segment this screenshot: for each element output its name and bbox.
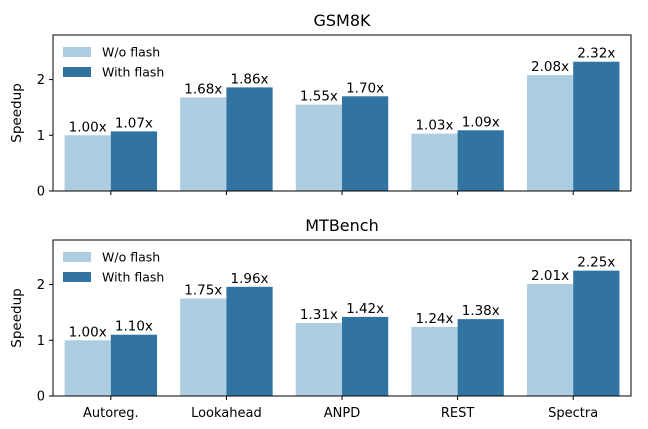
data-label: 1.09x bbox=[462, 114, 500, 130]
y-tick-label: 1 bbox=[37, 129, 45, 144]
bar-lookahead-series-0 bbox=[180, 298, 227, 396]
bar-spectra-series-1 bbox=[573, 270, 620, 396]
legend-label: With flash bbox=[102, 270, 164, 285]
chart-title: GSM8K bbox=[313, 11, 371, 30]
legend: W/o flash With flash bbox=[63, 45, 164, 80]
y-axis-label: Speedup bbox=[9, 83, 25, 142]
data-label: 2.32x bbox=[577, 46, 615, 62]
bar-lookahead-series-1 bbox=[226, 286, 273, 396]
data-label: 1.75x bbox=[184, 283, 222, 299]
bar-lookahead-series-0 bbox=[180, 97, 227, 191]
bar-anpd-series-0 bbox=[295, 104, 342, 191]
data-label: 1.31x bbox=[300, 307, 338, 323]
y-tick-label: 0 bbox=[37, 185, 45, 200]
bar-anpd-series-1 bbox=[342, 316, 389, 396]
x-tick-label: REST bbox=[441, 406, 474, 421]
data-label: 2.25x bbox=[577, 255, 615, 271]
data-label: 1.00x bbox=[69, 324, 107, 340]
data-label: 2.01x bbox=[531, 268, 569, 284]
data-label: 1.86x bbox=[230, 71, 268, 87]
bar-rest-series-1 bbox=[457, 319, 504, 396]
legend-swatch bbox=[63, 47, 91, 57]
data-label: 1.68x bbox=[184, 81, 222, 97]
legend-swatch bbox=[63, 67, 91, 77]
data-label: 1.03x bbox=[415, 118, 453, 134]
bar-lookahead-series-1 bbox=[226, 87, 273, 191]
x-tick-label: Spectra bbox=[548, 406, 598, 421]
legend-label: W/o flash bbox=[102, 45, 160, 60]
bar-autoreg-series-0 bbox=[64, 135, 111, 191]
bar-rest-series-1 bbox=[457, 130, 504, 191]
x-tick-label: ANPD bbox=[324, 406, 360, 421]
bar-autoreg-series-0 bbox=[64, 340, 111, 396]
y-tick-label: 2 bbox=[37, 73, 45, 88]
chart-title: MTBench bbox=[305, 216, 378, 235]
data-label: 1.96x bbox=[230, 271, 268, 287]
legend-label: With flash bbox=[102, 65, 164, 80]
bar-rest-series-0 bbox=[411, 133, 458, 191]
y-tick-label: 1 bbox=[37, 334, 45, 349]
panel-gsm8k: GSM8K 1.00x 1.68x 1.55x 1.03x 2.08x 1.07x 1.86x… bbox=[9, 11, 632, 200]
legend-label: W/o flash bbox=[102, 250, 160, 265]
data-label: 1.10x bbox=[115, 319, 153, 335]
bar-spectra-series-0 bbox=[526, 75, 574, 191]
y-tick-label: 2 bbox=[37, 278, 45, 293]
data-label: 1.42x bbox=[346, 301, 384, 317]
bar-autoreg-series-1 bbox=[110, 131, 158, 191]
x-tick-label: Autoreg. bbox=[83, 406, 139, 421]
bar-autoreg-series-1 bbox=[110, 334, 158, 396]
data-label: 2.08x bbox=[531, 59, 569, 75]
x-tick-label: Lookahead bbox=[191, 406, 262, 421]
data-label: 1.70x bbox=[346, 80, 384, 96]
data-label: 1.07x bbox=[115, 115, 153, 131]
y-axis-label: Speedup bbox=[9, 288, 25, 347]
bar-anpd-series-0 bbox=[295, 323, 342, 396]
bar-rest-series-0 bbox=[411, 326, 458, 396]
legend: W/o flash With flash bbox=[63, 250, 164, 285]
bar-anpd-series-1 bbox=[342, 96, 389, 191]
bar-spectra-series-1 bbox=[573, 61, 620, 191]
data-label: 1.55x bbox=[300, 89, 338, 105]
bar-spectra-series-0 bbox=[526, 284, 574, 396]
data-label: 1.38x bbox=[462, 303, 500, 319]
data-label: 1.00x bbox=[69, 119, 107, 135]
legend-swatch bbox=[63, 272, 91, 282]
data-label: 1.24x bbox=[415, 311, 453, 327]
legend-swatch bbox=[63, 252, 91, 262]
y-tick-label: 0 bbox=[37, 390, 45, 405]
panel-mtbench: MTBench 1.00x 1.75x 1.31x 1.24x 2.01x 1.10x 1.9… bbox=[9, 216, 632, 421]
